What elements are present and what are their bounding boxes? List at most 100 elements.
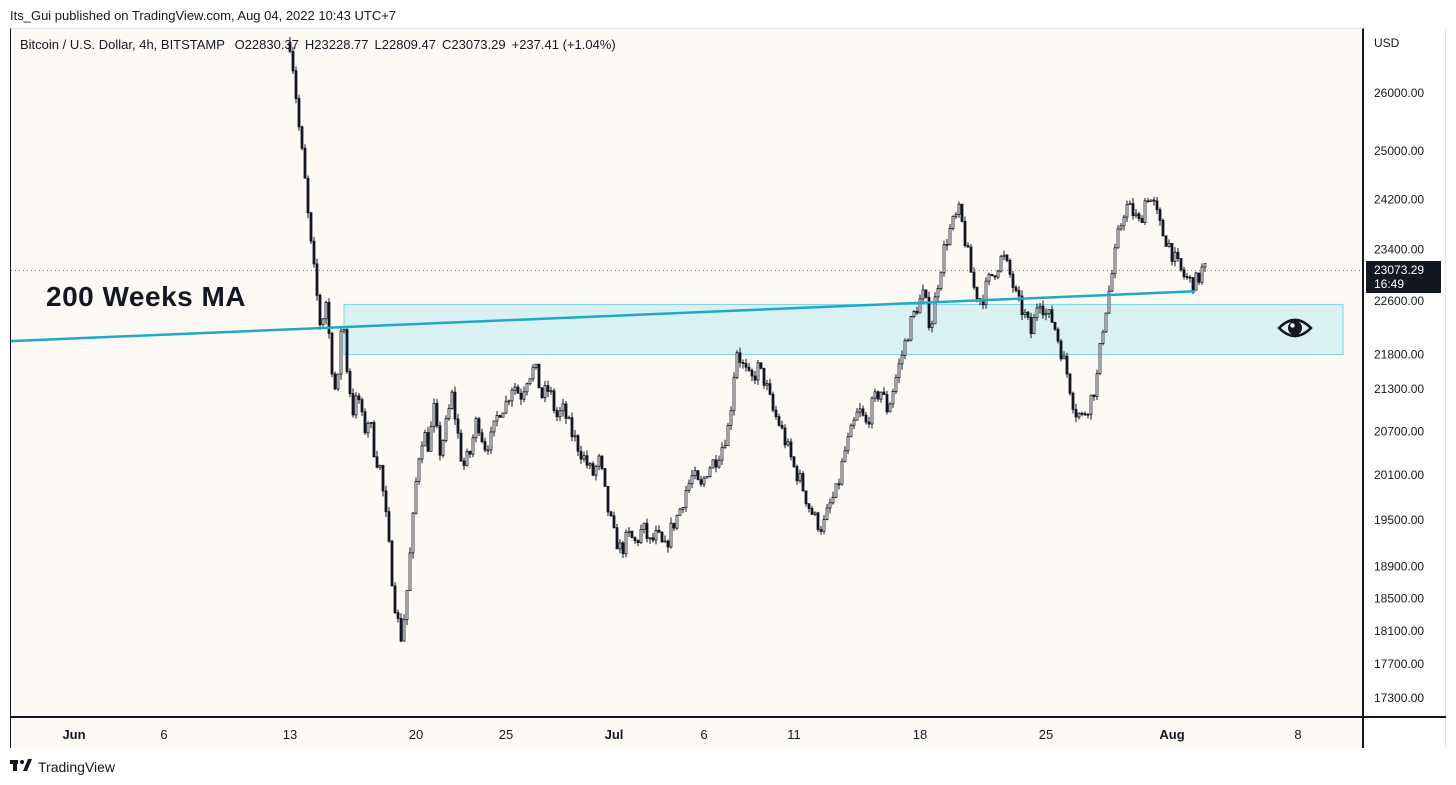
candle-body [1119,225,1123,230]
candle-body [498,415,502,418]
candle-body [714,459,718,468]
candle-body [945,244,949,246]
candle-body [1137,213,1141,219]
candle-body [1086,413,1090,416]
candle-body [588,463,592,466]
ohlc-legend: Bitcoin / U.S. Dollar, 4h, BITSTAMP O228… [20,37,622,52]
change-value: +237.41 (+1.04%) [511,37,616,52]
y-tick-label: 18900.00 [1374,560,1424,574]
candle-body [1026,311,1030,318]
candle-body [786,441,790,446]
candle-body [1050,309,1054,323]
eye-icon [1277,314,1313,347]
candle-body [654,529,658,541]
y-tick-label: 21800.00 [1374,348,1424,362]
candle-body [951,215,955,229]
candle-body [1077,412,1081,418]
candle-body [798,473,802,482]
candle-body [882,391,886,396]
candle-body [933,296,937,325]
candle-body [318,294,322,326]
candle-body [777,416,781,426]
candle-body [1155,200,1159,211]
candle-body [885,394,889,413]
candle-body [816,512,820,530]
candle-body [858,408,862,413]
candle-body [1041,305,1045,316]
candle-body [507,400,511,403]
candle-body [351,393,355,416]
candle-body [948,228,952,245]
candle-body [840,461,844,485]
candle-body [819,529,823,532]
candle-body [1008,260,1012,275]
candle-body [384,490,388,513]
candle-body [894,377,898,392]
low-value: L22809.47 [374,37,436,52]
candle-body [930,323,934,328]
currency-label[interactable]: USD [1374,36,1400,50]
candle-body [1017,290,1021,297]
candle-body [555,410,559,418]
candle-body [963,221,967,247]
candle-body [1170,242,1174,262]
x-tick-label: 25 [499,727,513,742]
candle-body [780,424,784,429]
price-axis[interactable] [1364,28,1446,748]
candle-body [423,432,427,447]
y-tick-label: 17300.00 [1374,691,1424,705]
footer-brand[interactable]: TradingView [38,758,116,775]
candle-body [876,391,880,400]
candle-body [1092,394,1096,397]
candle-body [462,460,466,466]
candle-body [489,431,493,451]
candle-body [615,527,619,550]
candle-body [606,485,610,513]
candle-body [699,479,703,485]
candle-body [627,530,631,533]
support-zone [343,303,1344,356]
candle-body [333,373,337,390]
candle-body [399,617,403,642]
candle-body [702,477,706,485]
candle-body [1053,321,1057,330]
candle-body [738,352,742,363]
candle-body [375,456,379,468]
candle-body [624,532,628,555]
candle-body [804,490,808,505]
candle-body [822,519,826,532]
y-tick-label: 19500.00 [1374,513,1424,527]
candle-body [1149,199,1153,203]
candle-body [468,450,472,455]
candle-body [651,537,655,541]
candle-body [747,366,751,371]
candle-body [381,465,385,492]
candle-body [957,203,961,215]
candle-body [315,263,319,296]
candle-body [1182,269,1186,278]
candle-body [807,503,811,509]
candle-body [972,271,976,288]
chart-pane[interactable] [10,28,1364,748]
candle-body [1023,311,1027,315]
candle-body [789,441,793,458]
candle-body [585,455,589,466]
candle-body [405,590,409,620]
candle-body [1065,355,1069,375]
candle-body [846,436,850,452]
candle-body [1140,218,1144,224]
candle-body [360,399,364,413]
candle-body [1188,276,1192,279]
candle-body [939,272,943,289]
last-price-tag: 23073.29 16:49 [1366,261,1441,293]
candle-body [453,391,457,420]
footer: TradingView [10,758,115,775]
candle-body [444,418,448,441]
tradingview-logo-icon[interactable] [10,758,32,775]
candle-body [309,212,313,242]
candle-body [1116,228,1120,249]
candle-body [873,391,877,399]
candle-body [918,298,922,314]
candle-body [675,514,679,529]
